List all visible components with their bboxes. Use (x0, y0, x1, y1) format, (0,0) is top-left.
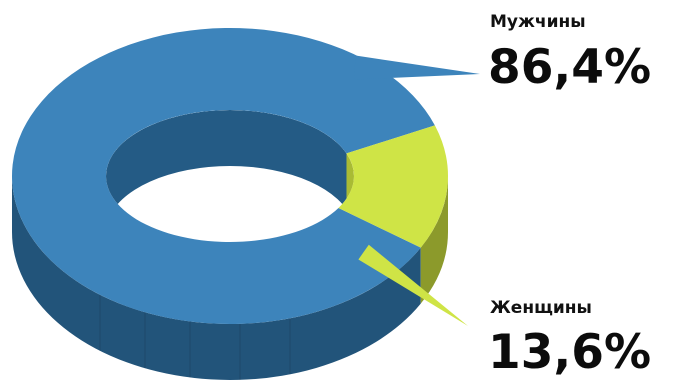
slice-men-top (11, 28, 435, 325)
callout-pointer-women (358, 244, 468, 326)
series-value-women: 13,6% (488, 325, 651, 380)
series-name-women: Женщины (490, 298, 592, 318)
series-name-men: Мужчины (490, 12, 586, 32)
series-value-men: 86,4% (488, 40, 651, 95)
slice-women-top (338, 125, 448, 248)
donut-top-layer (11, 28, 448, 325)
slice-men-side (12, 176, 421, 380)
slice-women-side (420, 176, 448, 304)
callout-layer (354, 55, 480, 326)
donut-side-layer (12, 176, 448, 380)
callout-pointer-men (354, 55, 480, 80)
slice-men-inner-wall (106, 110, 347, 232)
